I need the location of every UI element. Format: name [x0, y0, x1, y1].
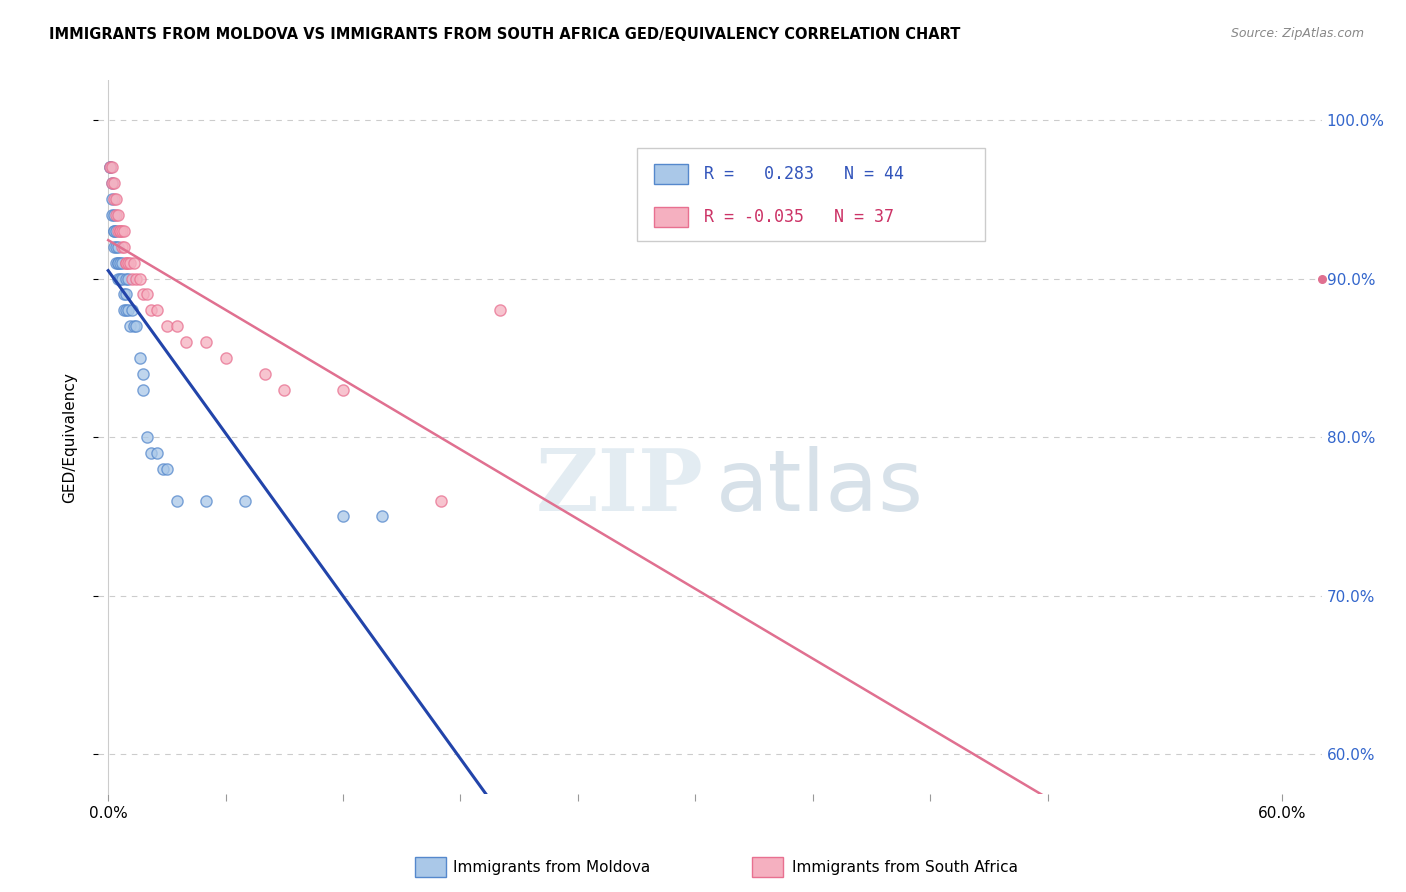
Point: [117, 303, 139, 318]
Point: [156, 319, 179, 334]
Point: [141, 303, 163, 318]
Point: [101, 192, 124, 206]
Point: [124, 319, 146, 334]
Point: [108, 255, 131, 269]
Point: [103, 177, 125, 191]
Point: [430, 493, 453, 508]
Point: [132, 367, 155, 381]
Point: [195, 334, 218, 349]
Point: [332, 383, 354, 397]
Point: [121, 303, 143, 318]
FancyBboxPatch shape: [637, 148, 986, 241]
Point: [136, 287, 159, 301]
Point: [111, 224, 134, 238]
Point: [156, 462, 179, 476]
Point: [101, 177, 124, 191]
Point: [122, 255, 145, 269]
Point: [371, 509, 394, 524]
Text: Immigrants from Moldova: Immigrants from Moldova: [453, 860, 650, 874]
Point: [166, 493, 188, 508]
Point: [122, 319, 145, 334]
Point: [114, 255, 136, 269]
Point: [233, 493, 256, 508]
Point: [98, 161, 121, 175]
Point: [195, 493, 218, 508]
Point: [146, 446, 169, 460]
Bar: [654, 207, 688, 227]
Point: [112, 303, 135, 318]
Point: [101, 208, 124, 222]
Point: [273, 383, 295, 397]
Point: [107, 255, 129, 269]
Point: [101, 177, 124, 191]
Point: [105, 208, 128, 222]
Point: [152, 462, 174, 476]
Point: [112, 287, 135, 301]
Point: [98, 161, 121, 175]
Point: [111, 271, 134, 285]
Point: [332, 509, 354, 524]
Point: [121, 271, 143, 285]
Point: [117, 271, 139, 285]
Point: [112, 240, 135, 254]
Text: atlas: atlas: [716, 445, 924, 529]
Point: [107, 240, 129, 254]
Point: [128, 351, 150, 365]
Point: [105, 192, 128, 206]
Point: [103, 240, 125, 254]
Point: [105, 255, 128, 269]
Point: [166, 319, 188, 334]
Point: [132, 287, 155, 301]
Point: [253, 367, 276, 381]
Point: [114, 255, 136, 269]
Point: [103, 192, 125, 206]
Point: [141, 446, 163, 460]
Y-axis label: GED/Equivalency: GED/Equivalency: [63, 372, 77, 502]
Point: [112, 224, 135, 238]
Point: [107, 255, 129, 269]
Point: [107, 208, 129, 222]
Point: [111, 255, 134, 269]
Bar: [654, 164, 688, 184]
Point: [117, 255, 139, 269]
Point: [108, 224, 131, 238]
Point: [146, 303, 169, 318]
Point: [103, 208, 125, 222]
Point: [114, 287, 136, 301]
Point: [128, 271, 150, 285]
Text: R =   0.283   N = 44: R = 0.283 N = 44: [704, 165, 904, 183]
Text: ZIP: ZIP: [536, 445, 704, 529]
Point: [118, 319, 141, 334]
Point: [105, 240, 128, 254]
Text: Immigrants from South Africa: Immigrants from South Africa: [792, 860, 1018, 874]
Point: [176, 334, 198, 349]
Point: [111, 240, 134, 254]
Point: [132, 383, 155, 397]
Point: [214, 351, 236, 365]
Point: [108, 224, 131, 238]
Text: Source: ZipAtlas.com: Source: ZipAtlas.com: [1230, 27, 1364, 40]
Point: [98, 161, 121, 175]
Point: [114, 271, 136, 285]
Point: [124, 271, 146, 285]
Point: [108, 271, 131, 285]
Text: R = -0.035   N = 37: R = -0.035 N = 37: [704, 208, 894, 226]
Point: [103, 224, 125, 238]
Point: [107, 224, 129, 238]
Point: [136, 430, 159, 444]
Point: [488, 303, 510, 318]
Point: [103, 224, 125, 238]
Point: [114, 303, 136, 318]
Point: [107, 271, 129, 285]
Point: [101, 161, 124, 175]
Text: IMMIGRANTS FROM MOLDOVA VS IMMIGRANTS FROM SOUTH AFRICA GED/EQUIVALENCY CORRELAT: IMMIGRANTS FROM MOLDOVA VS IMMIGRANTS FR…: [49, 27, 960, 42]
Point: [105, 224, 128, 238]
Point: [118, 255, 141, 269]
